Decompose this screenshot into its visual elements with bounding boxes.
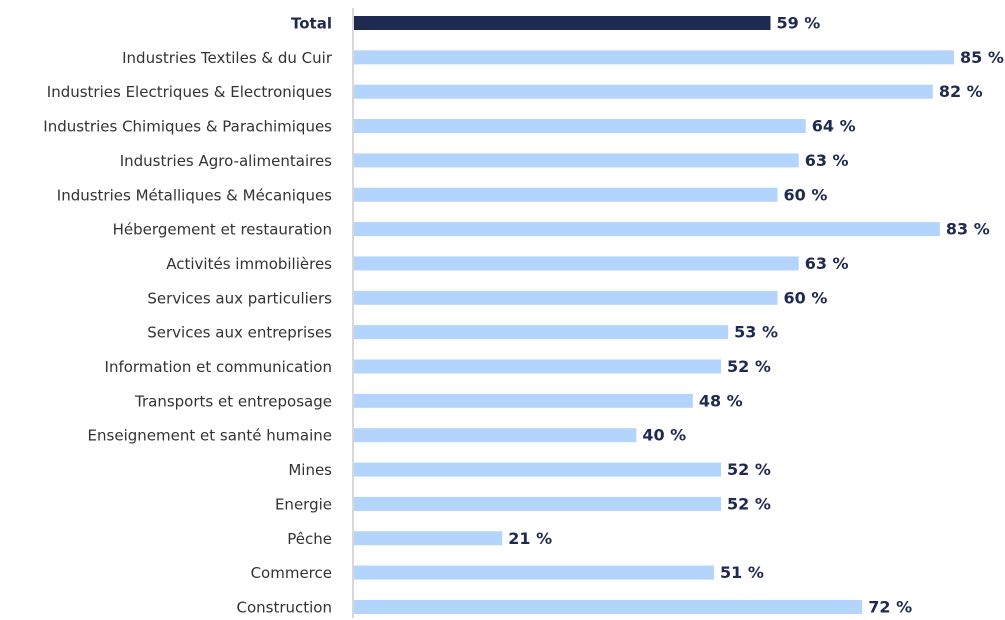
category-label: Enseignement et santé humaine <box>88 427 332 445</box>
category-label: Pêche <box>287 530 332 548</box>
bar <box>354 531 503 546</box>
category-label: Activités immobilières <box>166 255 332 273</box>
value-label: 48 % <box>699 391 743 410</box>
category-label: Hébergement et restauration <box>113 221 332 239</box>
bar <box>354 393 693 408</box>
bar <box>354 325 729 340</box>
bar <box>354 119 806 134</box>
value-label: 64 % <box>812 117 856 136</box>
value-label: 40 % <box>642 426 686 445</box>
value-label: 63 % <box>805 151 849 170</box>
category-label: Industries Electriques & Electroniques <box>47 83 332 101</box>
category-label: Industries Textiles & du Cuir <box>122 49 333 67</box>
bar <box>354 599 863 614</box>
category-label: Services aux particuliers <box>147 289 332 307</box>
category-label: Services aux entreprises <box>147 324 332 342</box>
value-label: 59 % <box>776 14 820 33</box>
value-label: 21 % <box>508 529 552 548</box>
value-label: 82 % <box>939 82 983 101</box>
value-label: 72 % <box>868 597 912 616</box>
category-label: Mines <box>288 461 332 479</box>
value-label: 52 % <box>727 357 771 376</box>
value-label: 51 % <box>720 563 764 582</box>
value-label: 52 % <box>727 494 771 513</box>
bar <box>354 222 940 237</box>
bar <box>354 496 722 511</box>
value-label: 60 % <box>784 288 828 307</box>
bar <box>354 290 778 305</box>
bar <box>354 50 954 65</box>
bar <box>354 565 714 580</box>
category-label: Industries Agro-alimentaires <box>120 152 332 170</box>
category-label: Information et communication <box>105 358 332 376</box>
category-label: Transports et entreposage <box>134 392 332 410</box>
bar <box>354 428 637 443</box>
bar <box>354 16 771 30</box>
bar <box>354 187 778 202</box>
bar <box>354 84 933 99</box>
category-label: Industries Chimiques & Parachimiques <box>43 118 332 136</box>
category-label: Commerce <box>251 564 332 582</box>
bar <box>354 256 799 271</box>
category-label: Construction <box>236 598 332 616</box>
value-label: 52 % <box>727 460 771 479</box>
value-label: 85 % <box>960 48 1004 67</box>
category-label: Energie <box>275 495 332 513</box>
category-label: Total <box>291 15 332 33</box>
bar <box>354 462 722 477</box>
value-label: 60 % <box>784 185 828 204</box>
category-label: Industries Métalliques & Mécaniques <box>57 186 332 204</box>
bar <box>354 153 799 168</box>
value-label: 83 % <box>946 220 990 239</box>
value-label: 63 % <box>805 254 849 273</box>
bar <box>354 359 722 374</box>
value-label: 53 % <box>734 323 778 342</box>
